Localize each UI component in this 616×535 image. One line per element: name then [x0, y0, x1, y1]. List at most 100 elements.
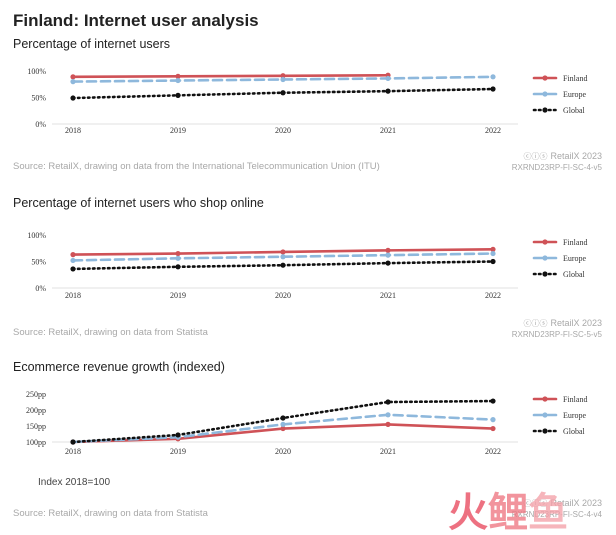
- legend-label-finland: Finland: [563, 238, 587, 247]
- legend-label-global: Global: [563, 427, 586, 436]
- cc-license-icon: ⓒⓘⓢ: [523, 319, 548, 328]
- chart-3-revenue-growth: 100pp 150pp 200pp 250pp 2018 2019 2020 2021 2022…: [26, 390, 587, 456]
- y-tick-label: 250pp: [26, 390, 46, 399]
- x-tick-label: 2019: [170, 447, 186, 456]
- legend-marker-europe: [542, 255, 548, 261]
- legend-marker-finland: [542, 396, 548, 402]
- y-tick-label: 100pp: [26, 438, 46, 447]
- watermark-text: 火鲤鱼: [448, 490, 568, 534]
- chart-1-title: Percentage of internet users: [13, 37, 171, 51]
- x-tick-label: 2020: [275, 126, 291, 135]
- x-tick-label: 2018: [65, 291, 81, 300]
- data-point-europe: [490, 74, 496, 80]
- y-tick-label: 0%: [35, 120, 46, 129]
- legend-label-global: Global: [563, 106, 586, 115]
- legend-marker-global: [542, 271, 548, 277]
- y-tick-label: 150pp: [26, 422, 46, 431]
- legend-marker-europe: [542, 412, 548, 418]
- data-point-global: [280, 415, 286, 421]
- data-point-finland: [280, 73, 286, 79]
- x-tick-label: 2021: [380, 291, 396, 300]
- data-point-global: [280, 90, 286, 96]
- chart-2-title: Percentage of internet users who shop on…: [13, 196, 264, 210]
- legend-label-global: Global: [563, 270, 586, 279]
- data-point-europe: [175, 255, 181, 261]
- series-line-finland: [71, 73, 390, 79]
- chart-2-code: RXRND23RP-FI-SC-5-v5: [511, 330, 602, 339]
- chart-2-source: Source: RetailX, drawing on data from St…: [13, 327, 208, 338]
- data-point-europe: [385, 252, 391, 258]
- x-tick-label: 2018: [65, 447, 81, 456]
- watermark-logo: 火鲤鱼: [448, 490, 568, 534]
- y-tick-label: 100%: [27, 67, 46, 76]
- data-point-global: [70, 439, 76, 445]
- chart-1-source: Source: RetailX, drawing on data from th…: [13, 161, 380, 172]
- y-tick-label: 100%: [27, 231, 46, 240]
- chart-2-shop-online: 0% 50% 100% 2018 2019 2020 2021 2022 Finland Euro…: [27, 231, 587, 300]
- series-line-global: [71, 399, 495, 444]
- data-point-finland: [385, 247, 391, 253]
- data-point-finland: [490, 246, 496, 252]
- legend-label-finland: Finland: [563, 74, 587, 83]
- watermark-char-3: 鱼: [528, 490, 568, 534]
- data-point-global: [385, 399, 391, 405]
- data-point-europe: [70, 257, 76, 264]
- data-point-global: [490, 86, 496, 92]
- chart-3-code: RXRND23RP-FI-SC-4-v4: [511, 510, 602, 519]
- legend-marker-global: [542, 428, 548, 434]
- x-tick-label: 2022: [485, 291, 501, 300]
- data-point-finland: [70, 252, 76, 258]
- chart-3-brand: ⓒⓘⓢ RetailX 2023 RXRND23RP-FI-SC-4-v4: [512, 498, 602, 519]
- data-point-global: [70, 95, 76, 101]
- legend-marker-finland: [542, 239, 548, 245]
- data-point-finland: [70, 74, 76, 80]
- watermark-char-1: 火: [448, 490, 488, 534]
- data-point-global: [490, 258, 496, 265]
- chart-2-brand: ⓒⓘⓢ RetailX 2023 RXRND23RP-FI-SC-5-v5: [512, 318, 602, 339]
- data-point-europe: [70, 79, 76, 85]
- data-point-global: [175, 92, 181, 98]
- legend-label-finland: Finland: [563, 395, 587, 404]
- x-tick-label: 2019: [170, 126, 186, 135]
- chart-1-internet-users: 0% 50% 100% 2018 2019 2020 2021 2022 Finland Euro…: [27, 67, 587, 135]
- data-point-europe: [385, 412, 391, 418]
- legend-marker-europe: [542, 91, 548, 97]
- index-note: Index 2018=100: [38, 477, 111, 488]
- brand-label: RetailX 2023: [550, 498, 602, 508]
- data-point-global: [490, 398, 496, 404]
- data-point-global: [280, 262, 286, 268]
- x-tick-label: 2018: [65, 126, 81, 135]
- data-point-europe: [280, 254, 286, 260]
- data-point-finland: [385, 421, 391, 427]
- legend-label-europe: Europe: [563, 90, 587, 99]
- x-tick-label: 2020: [275, 447, 291, 456]
- chart-1-code: RXRND23RP-FI-SC-4-v5: [511, 163, 602, 172]
- data-point-global: [70, 266, 76, 272]
- data-point-global: [175, 432, 181, 438]
- legend-marker-global: [542, 107, 548, 113]
- chart-1-brand: ⓒⓘⓢ RetailX 2023 RXRND23RP-FI-SC-4-v5: [512, 151, 602, 172]
- data-point-global: [175, 264, 181, 270]
- brand-label: RetailX 2023: [550, 151, 602, 161]
- x-tick-label: 2019: [170, 291, 186, 300]
- data-point-finland: [280, 249, 286, 255]
- legend-marker-finland: [542, 75, 548, 81]
- legend-label-europe: Europe: [563, 411, 587, 420]
- data-point-europe: [280, 421, 286, 427]
- chart-3-source: Source: RetailX, drawing on data from St…: [13, 508, 208, 519]
- data-point-finland: [175, 73, 181, 79]
- x-tick-label: 2022: [485, 126, 501, 135]
- y-tick-label: 0%: [35, 284, 46, 293]
- cc-license-icon: ⓒⓘⓢ: [523, 152, 548, 161]
- chart-3-title: Ecommerce revenue growth (indexed): [13, 360, 225, 374]
- y-tick-label: 50%: [31, 258, 46, 267]
- data-point-europe: [385, 75, 391, 82]
- y-tick-label: 200pp: [26, 406, 46, 415]
- x-tick-label: 2020: [275, 291, 291, 300]
- data-point-finland: [175, 250, 181, 257]
- data-point-global: [385, 260, 391, 266]
- data-point-finland: [280, 425, 286, 432]
- x-tick-label: 2021: [380, 447, 396, 456]
- data-point-europe: [175, 77, 181, 84]
- y-tick-label: 50%: [31, 94, 46, 103]
